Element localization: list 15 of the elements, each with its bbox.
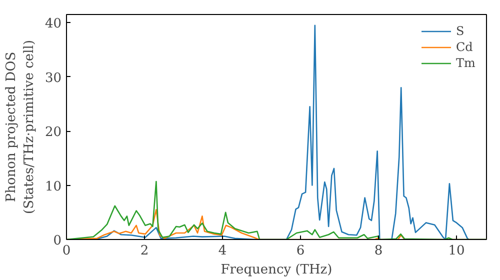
y-tick-label: 10	[44, 179, 62, 194]
x-tick-label: 10	[448, 244, 465, 258]
x-tick-label: 8	[374, 244, 383, 258]
legend-label: Tm	[456, 56, 476, 70]
y-tick-label: 40	[44, 16, 62, 32]
x-axis-title: Frequency (THz)	[220, 262, 332, 278]
y-tick-label: 0	[53, 234, 62, 248]
y-tick-label: 20	[44, 125, 62, 140]
y-tick-label: 30	[44, 70, 62, 86]
legend-label: Cd	[456, 40, 474, 54]
legend-label: S	[456, 24, 466, 38]
y-axis-title: Phonon projected DOS (States/THz·primitive cell)	[4, 40, 37, 214]
x-tick-label: 2	[140, 244, 149, 258]
x-tick-label: 4	[218, 244, 227, 258]
x-tick-label: 6	[296, 244, 305, 258]
